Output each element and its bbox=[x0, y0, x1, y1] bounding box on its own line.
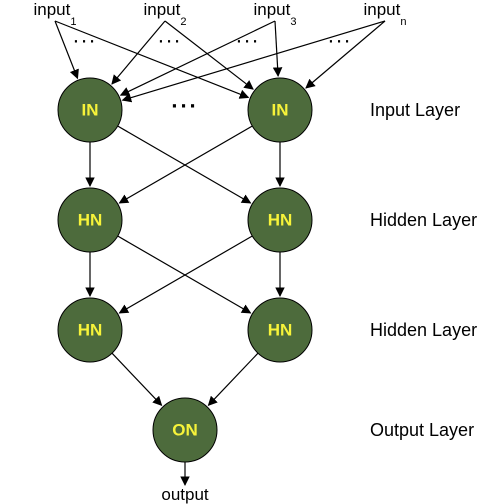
input-ellipsis: ... bbox=[236, 23, 260, 48]
output-label: output bbox=[161, 485, 209, 504]
node-label: HN bbox=[268, 211, 293, 230]
node-label: HN bbox=[78, 321, 103, 340]
layer-ellipsis: ... bbox=[171, 88, 198, 113]
node-H2b: HN bbox=[248, 298, 312, 362]
layer-labels: Input Layer Hidden Layer Hidden Layer Outpu… bbox=[370, 100, 477, 440]
input-labels: input1input2input3inputn............ bbox=[33, 0, 406, 48]
node-IN2: IN bbox=[248, 78, 312, 142]
node-H1a: HN bbox=[58, 188, 122, 252]
layer-label: Hidden Layer bbox=[370, 210, 477, 230]
node-label: IN bbox=[272, 101, 289, 120]
node-label: ON bbox=[172, 421, 198, 440]
edge bbox=[208, 353, 258, 405]
input-ellipsis: ... bbox=[328, 23, 352, 48]
edge bbox=[119, 236, 252, 313]
input-ellipsis: ... bbox=[73, 23, 97, 48]
layer-label: Output Layer bbox=[370, 420, 474, 440]
edge bbox=[275, 21, 278, 76]
node-label: IN bbox=[82, 101, 99, 120]
node-ON: ON bbox=[153, 398, 217, 462]
input-label: input1 bbox=[33, 0, 76, 28]
input-label: inputn bbox=[363, 0, 406, 28]
edge bbox=[118, 126, 251, 203]
edge bbox=[118, 236, 251, 313]
node-H2a: HN bbox=[58, 298, 122, 362]
node-label: HN bbox=[78, 211, 103, 230]
layer-label: Input Layer bbox=[370, 100, 460, 120]
nodes: IN IN HN HN HN HN ON bbox=[58, 78, 312, 462]
layer-label: Hidden Layer bbox=[370, 320, 477, 340]
edge bbox=[112, 353, 162, 405]
input-ellipsis: ... bbox=[158, 23, 182, 48]
node-H1b: HN bbox=[248, 188, 312, 252]
node-label: HN bbox=[268, 321, 293, 340]
node-IN1: IN bbox=[58, 78, 122, 142]
edge bbox=[119, 126, 252, 203]
neural-network-diagram: IN IN HN HN HN HN ON input1input2input3inputn..… bbox=[0, 0, 500, 504]
